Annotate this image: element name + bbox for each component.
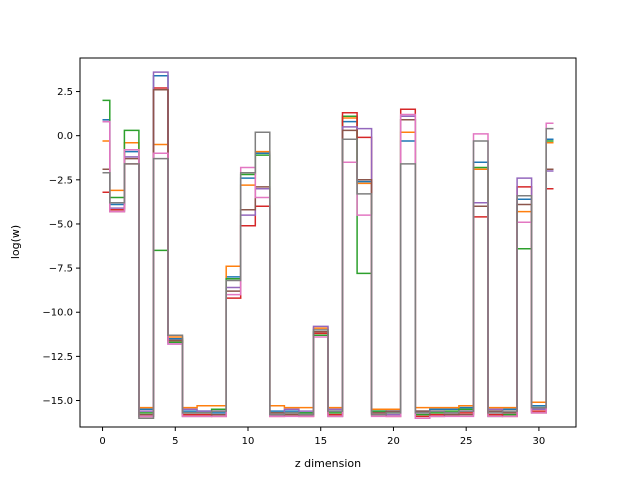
y-tick-label: −15.0 [42,396,73,407]
x-tick-label: 0 [99,436,105,447]
x-axis-label: z dimension [295,457,361,470]
x-tick-label: 15 [314,436,327,447]
y-axis-label: log(w) [9,225,22,259]
x-tick-label: 25 [460,436,473,447]
y-tick-label: −12.5 [42,352,73,363]
axes-frame [79,57,577,428]
x-tick-label: 20 [387,436,400,447]
y-axis-ticks: 2.5 0.0 −2.5 −5.0 −7.5 −10.0 −12.5 −15.0 [42,87,80,407]
y-tick-label: 0.0 [57,131,73,142]
y-tick-label: −5.0 [49,219,73,230]
x-axis-ticks: 0 5 10 15 20 25 30 [99,427,545,447]
y-tick-label: −10.0 [42,308,73,319]
x-tick-label: 10 [242,436,255,447]
series-line-8 [102,127,554,419]
x-tick-label: 30 [533,436,546,447]
y-tick-label: 2.5 [57,87,73,98]
x-tick-label: 5 [172,436,178,447]
series-layer [102,71,554,419]
y-tick-label: −2.5 [49,175,73,186]
y-tick-label: −7.5 [49,264,73,275]
